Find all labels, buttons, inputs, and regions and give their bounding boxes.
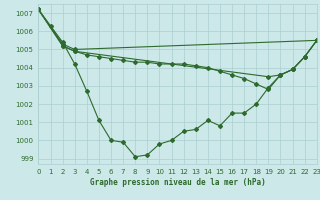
X-axis label: Graphe pression niveau de la mer (hPa): Graphe pression niveau de la mer (hPa)	[90, 178, 266, 187]
